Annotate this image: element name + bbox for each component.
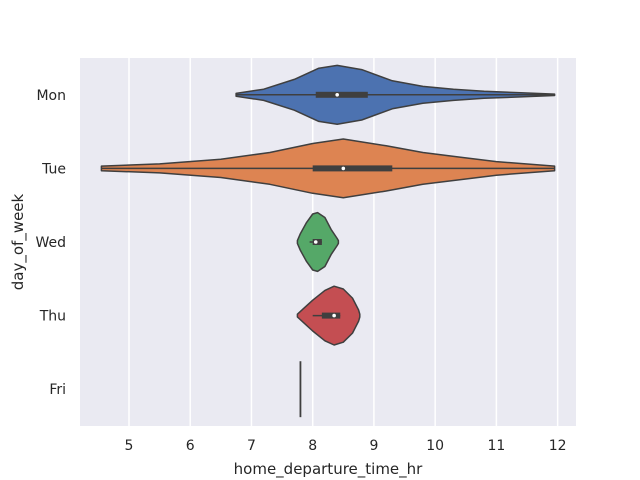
y-tick-label: Mon <box>36 88 66 104</box>
x-tick-label: 11 <box>487 438 505 454</box>
median-tue <box>341 166 346 171</box>
y-tick-label: Tue <box>41 161 66 177</box>
median-thu <box>332 313 336 318</box>
x-tick-label: 9 <box>369 438 378 454</box>
x-tick-label: 12 <box>549 438 567 454</box>
x-tick-label: 8 <box>308 438 317 454</box>
median-mon <box>335 93 339 97</box>
iqr-box-tue <box>312 165 393 172</box>
x-tick-label: 7 <box>247 438 256 454</box>
x-tick-label: 10 <box>426 438 444 454</box>
y-tick-label: Wed <box>35 235 66 251</box>
x-tick-labels: 5 6 7 8 9 10 11 12 <box>125 438 567 454</box>
iqr-box-thu <box>321 312 341 319</box>
violins <box>100 64 556 418</box>
iqr-box-mon <box>315 91 368 98</box>
y-tick-label: Fri <box>49 382 66 398</box>
y-tick-labels: Mon Tue Wed Thu Fri <box>35 88 66 398</box>
x-axis-label: home_departure_time_hr <box>234 460 424 479</box>
y-tick-label: Thu <box>39 309 66 325</box>
median-wed <box>313 240 318 244</box>
x-tick-label: 6 <box>186 438 195 454</box>
x-tick-label: 5 <box>125 438 134 454</box>
y-axis-label: day_of_week <box>9 193 28 290</box>
